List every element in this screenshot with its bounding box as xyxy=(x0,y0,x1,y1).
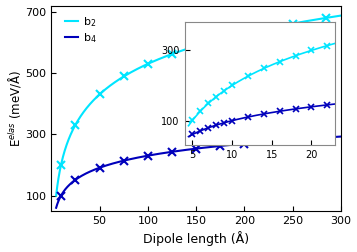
X-axis label: Dipole length (Å): Dipole length (Å) xyxy=(143,232,249,246)
Y-axis label: E$^{elas}$ (meV/Å): E$^{elas}$ (meV/Å) xyxy=(6,70,22,147)
Legend: b$_2$, b$_4$: b$_2$, b$_4$ xyxy=(63,13,99,47)
